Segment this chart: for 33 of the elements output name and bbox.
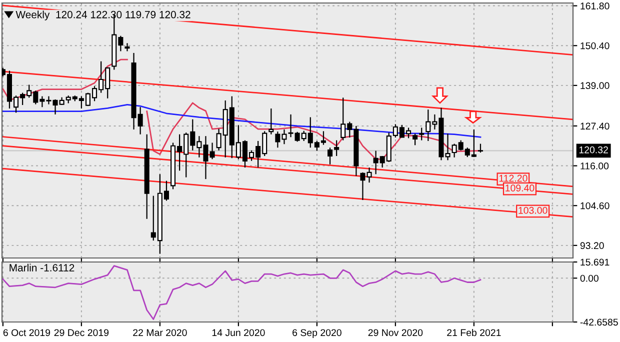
x-tick-label: 22 Mar 2020 — [133, 329, 187, 336]
x-tick-label: 29 Dec 2019 — [54, 329, 109, 336]
x-tick-label: 14 Jun 2020 — [212, 329, 265, 336]
ref-line-label: 120.32 — [579, 146, 608, 154]
candlestick — [124, 42, 130, 52]
candlestick — [419, 127, 424, 141]
candlestick — [412, 133, 418, 146]
y-tick-label: -42.6585 — [580, 318, 618, 326]
annotation: 103.00 — [518, 206, 548, 214]
candlestick — [210, 142, 215, 160]
y-tick-label: 93.20 — [580, 242, 604, 250]
x-tick-label: 6 Sep 2020 — [292, 329, 342, 338]
y-tick-label: 15.691 — [580, 258, 610, 266]
y-tick-label: 150.40 — [580, 42, 610, 50]
text: Weekly 120.24 122.30 119.79 120.32 — [16, 10, 190, 20]
y-tick-label: 127.40 — [580, 122, 610, 130]
x-tick-label: 21 Feb 2021 — [447, 328, 501, 336]
candlestick — [445, 133, 450, 161]
chart-title: Marlin -1.6112 — [10, 264, 74, 272]
line-series — [2, 104, 482, 138]
x-tick-label: 29 Nov 2020 — [368, 329, 423, 336]
candlestick — [360, 172, 366, 201]
y-tick-label: 161.80 — [580, 2, 610, 10]
y-tick-label: 116.00 — [580, 162, 609, 170]
line-series — [2, 265, 482, 320]
annotation: 109.40 — [506, 184, 534, 192]
y-tick-label: 0.00 — [580, 274, 598, 282]
x-tick-label: 6 Oct 2019 — [3, 329, 50, 336]
annotation: 112.20 — [499, 174, 528, 182]
candlestick — [366, 166, 372, 184]
y-tick-label: 104.60 — [580, 202, 610, 210]
y-tick-label: 139.00 — [580, 82, 610, 90]
candlestick — [268, 108, 274, 135]
